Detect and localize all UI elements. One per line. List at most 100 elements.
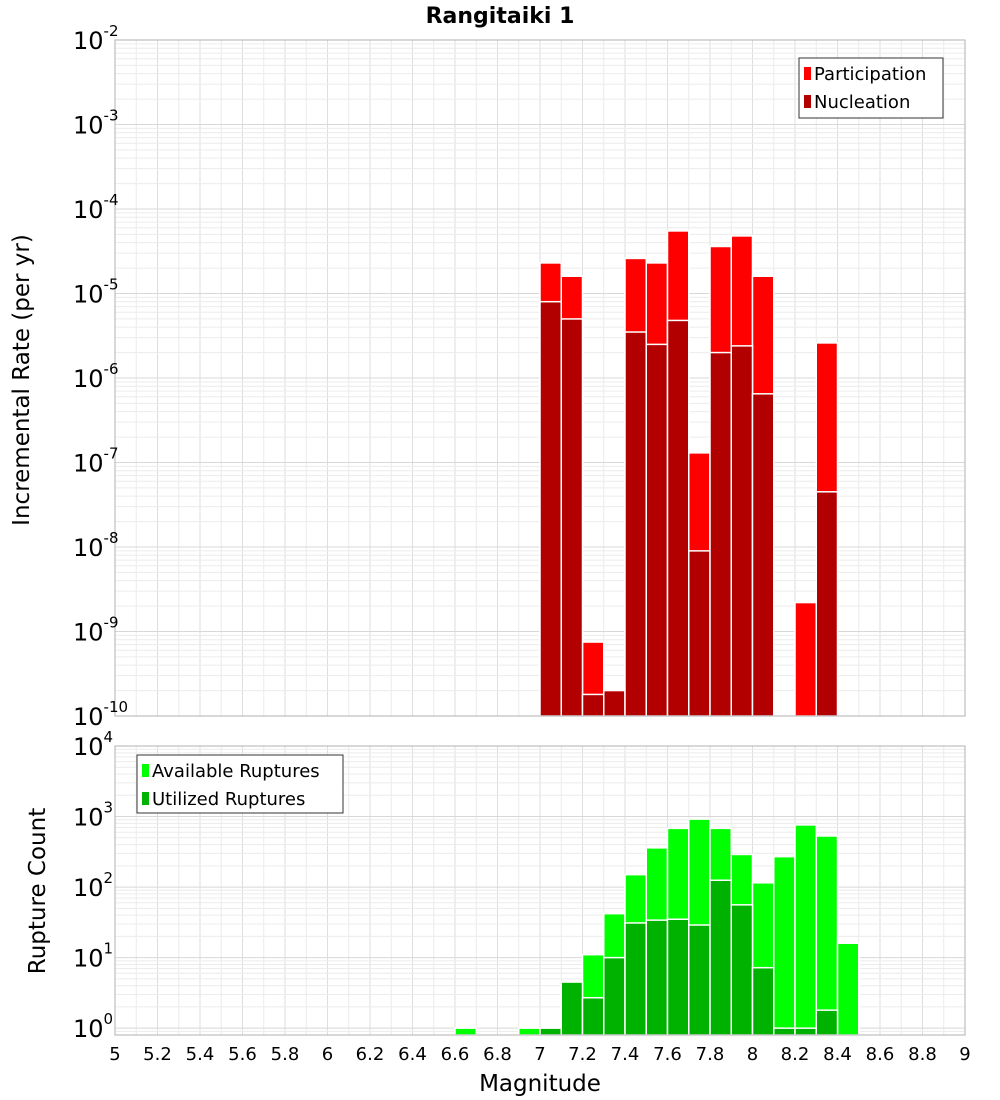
y-tick-exponent: -7 [104, 445, 119, 463]
legend-swatch [142, 764, 149, 777]
legend-label: Available Ruptures [152, 761, 320, 782]
x-tick-label: 8.6 [866, 1044, 895, 1065]
bar-utilized-ruptures [688, 924, 711, 1036]
x-tick-label: 7.8 [696, 1044, 725, 1065]
y-tick-exponent: -9 [104, 614, 119, 632]
legend-swatch [804, 67, 811, 80]
bar-available-ruptures [773, 855, 796, 1036]
bar-utilized-ruptures [539, 1027, 562, 1036]
bar-utilized-ruptures [773, 1027, 796, 1036]
bar-nucleation [730, 345, 754, 717]
legend-box [136, 754, 344, 814]
y-tick-exponent: -10 [104, 698, 129, 716]
bar-nucleation [560, 318, 584, 717]
x-tick-label: 7.6 [653, 1044, 682, 1065]
x-tick-label: 6 [322, 1044, 333, 1065]
series-utilized-ruptures [539, 879, 839, 1036]
top-y-axis-label: Incremental Rate (per yr) [9, 234, 35, 526]
legend-box [798, 57, 944, 119]
x-tick-label: 6.4 [398, 1044, 427, 1065]
x-tick-label: 7 [534, 1044, 545, 1065]
x-tick-label: 8.2 [781, 1044, 810, 1065]
y-tick-label: 102 [73, 869, 113, 902]
x-tick-label: 8.8 [908, 1044, 937, 1065]
y-tick-exponent: 1 [104, 940, 114, 958]
bar-nucleation [666, 319, 690, 717]
y-tick-label: 10-7 [73, 445, 119, 478]
bar-available-ruptures [454, 1027, 477, 1036]
bar-utilized-ruptures [751, 966, 775, 1036]
y-tick-label: 10-10 [73, 698, 128, 731]
legend: Available Ruptures Utilized Ruptures [136, 754, 344, 814]
bar-available-ruptures [518, 1027, 541, 1036]
y-tick-label: 10-6 [73, 360, 119, 393]
bar-nucleation [815, 491, 839, 717]
bar-nucleation [581, 693, 605, 717]
y-tick-exponent: 2 [104, 869, 114, 887]
y-tick-label: 10-4 [73, 191, 119, 224]
x-tick-label: 5 [109, 1044, 120, 1065]
x-tick-label: 5.8 [271, 1044, 300, 1065]
bar-utilized-ruptures [794, 1027, 817, 1036]
x-tick-label: 5.2 [143, 1044, 172, 1065]
y-tick-label: 104 [73, 728, 113, 761]
y-tick-label: 10-8 [73, 529, 119, 562]
y-tick-exponent: -3 [104, 107, 119, 125]
x-tick-label: 6.2 [356, 1044, 385, 1065]
top-plot: 10-2 10-3 10-4 10-5 10-6 10-7 10-8 10-9 10-10 Par… [73, 22, 966, 731]
bar-available-ruptures [815, 835, 839, 1036]
bar-utilized-ruptures [815, 1009, 839, 1036]
legend-swatch [142, 792, 149, 805]
bar-nucleation [539, 300, 562, 717]
x-tick-label: 6.6 [441, 1044, 470, 1065]
bar-nucleation [688, 550, 711, 717]
x-tick-label: 7.4 [611, 1044, 640, 1065]
x-tick-label: 5.6 [228, 1044, 257, 1065]
bar-utilized-ruptures [645, 919, 669, 1036]
x-tick-label: 6.8 [483, 1044, 512, 1065]
plot-border [114, 745, 966, 1036]
bar-nucleation [624, 331, 647, 717]
series-nucleation [539, 300, 839, 717]
bar-utilized-ruptures [666, 918, 690, 1036]
bar-utilized-ruptures [560, 981, 584, 1036]
bar-utilized-ruptures [624, 922, 647, 1036]
chart-title: Rangitaiki 1 [426, 4, 575, 29]
legend-label: Participation [814, 64, 926, 85]
y-tick-label: 10-5 [73, 276, 119, 309]
y-tick-label: 10-3 [73, 107, 119, 140]
bottom-y-axis-label: Rupture Count [25, 808, 51, 974]
bar-nucleation [645, 343, 669, 717]
y-tick-label: 10-2 [73, 22, 119, 55]
y-tick-exponent: -2 [104, 22, 119, 40]
bar-nucleation [751, 393, 775, 717]
y-tick-label: 100 [73, 1010, 113, 1043]
bar-available-ruptures [836, 942, 860, 1036]
x-tick-label: 5.4 [186, 1044, 215, 1065]
y-tick-exponent: 0 [104, 1010, 114, 1028]
y-tick-exponent: 4 [104, 728, 114, 746]
x-tick-label: 8.4 [823, 1044, 852, 1065]
bar-utilized-ruptures [709, 879, 732, 1036]
y-tick-exponent: -5 [104, 276, 119, 294]
y-tick-exponent: -6 [104, 360, 119, 378]
bar-utilized-ruptures [603, 956, 626, 1036]
legend-swatch [804, 95, 811, 108]
x-axis-label: Magnitude [479, 1071, 601, 1097]
x-tick-label: 7.2 [568, 1044, 597, 1065]
legend-label: Nucleation [814, 92, 910, 113]
x-tick-label: 9 [959, 1044, 970, 1065]
bar-utilized-ruptures [730, 904, 754, 1036]
y-tick-label: 101 [73, 940, 113, 973]
bar-participation [794, 601, 817, 717]
y-tick-exponent: -8 [104, 529, 119, 547]
legend: Participation Nucleation [798, 57, 944, 119]
bar-utilized-ruptures [581, 996, 605, 1036]
plot-border [114, 39, 966, 717]
y-tick-exponent: -4 [104, 191, 119, 209]
bar-nucleation [709, 351, 732, 717]
y-tick-label: 10-9 [73, 614, 119, 647]
y-tick-exponent: 3 [104, 799, 114, 817]
